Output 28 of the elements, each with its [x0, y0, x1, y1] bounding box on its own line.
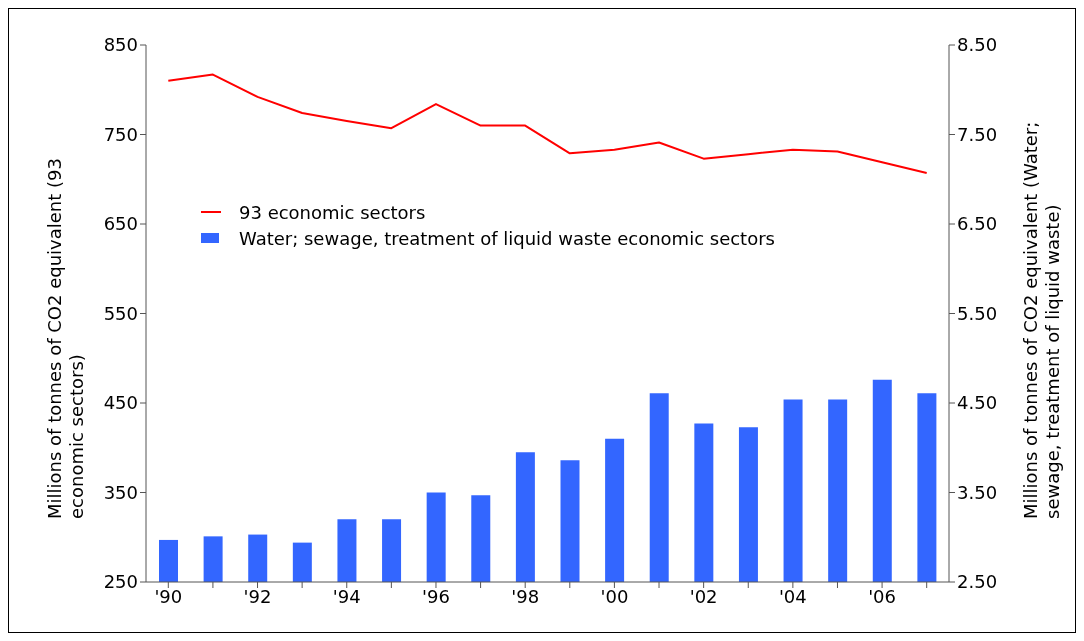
legend-label: 93 economic sectors: [239, 201, 426, 223]
y2-tick-label: 7.50: [957, 123, 998, 145]
legend-label: Water; sewage, treatment of liquid waste economic sectors: [239, 227, 775, 249]
y-tick-label: 450: [103, 392, 138, 414]
y-tick-label: 750: [103, 123, 138, 145]
line-series: [167, 73, 928, 174]
x-tick-label: '90: [154, 585, 183, 607]
x-tick-label: '00: [600, 585, 629, 607]
y-tick-label: 350: [103, 481, 138, 503]
y-tick-label: 250: [103, 571, 138, 593]
y2-tick-label: 2.50: [957, 571, 998, 593]
x-tick-label: '06: [868, 585, 897, 607]
x-tick-label: '92: [243, 585, 272, 607]
y-tick-label: 650: [103, 213, 138, 235]
y2-tick-label: 3.50: [957, 481, 998, 503]
x-tick-label: '04: [778, 585, 807, 607]
y2-axis-title: Millions of tonnes of CO2 equivalent (Water; sewage, treatment of liquid waste): [1020, 120, 1064, 519]
y-tick-label: 850: [103, 34, 138, 56]
y-tick-label: 550: [103, 302, 138, 324]
y2-tick-label: 4.50: [957, 392, 998, 414]
x-tick-label: '96: [422, 585, 450, 607]
y2-tick-label: 8.50: [957, 34, 998, 56]
y-axis-title: Millions of tonnes of CO2 equivalent (93 economic sectors): [44, 157, 88, 519]
x-tick-label: '02: [689, 585, 718, 607]
y2-tick-label: 5.50: [957, 302, 998, 324]
x-tick-label: '94: [332, 585, 361, 607]
x-tick-label: '98: [511, 585, 540, 607]
y2-tick-label: 6.50: [957, 213, 998, 235]
